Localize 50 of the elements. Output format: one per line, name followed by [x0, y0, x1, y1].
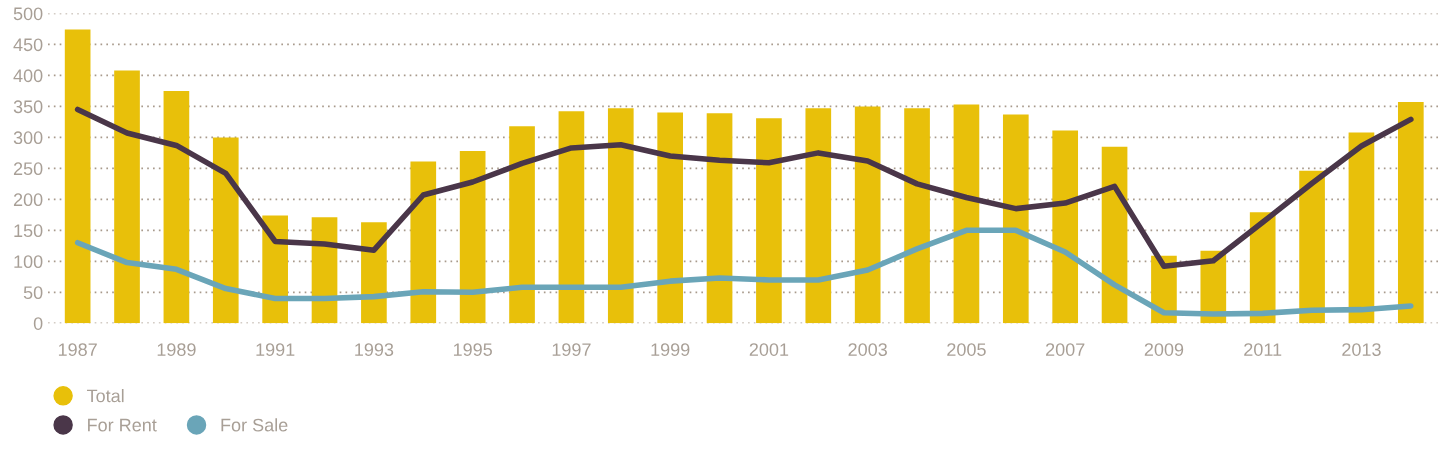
bar	[706, 113, 733, 324]
bar	[163, 90, 190, 324]
x-tick-label: 2009	[1144, 343, 1184, 356]
y-tick-label: 250	[13, 162, 43, 176]
bar	[64, 29, 91, 324]
bar	[854, 106, 881, 324]
bar	[114, 70, 140, 324]
bar	[1299, 170, 1325, 324]
legend-label: For Rent	[88, 418, 157, 432]
bar	[607, 108, 634, 324]
y-tick-label: 350	[13, 100, 43, 114]
bar	[1397, 102, 1424, 324]
x-tick-label: 1995	[453, 343, 492, 356]
x-tick-label: 1993	[355, 343, 394, 356]
x-tick-label: 2013	[1342, 343, 1381, 356]
bar	[459, 151, 486, 324]
legend-label: Total	[86, 389, 124, 403]
x-tick-label: 1999	[651, 343, 690, 356]
y-tick-label: 400	[13, 69, 43, 83]
bar	[1348, 132, 1375, 324]
bar	[657, 112, 683, 324]
x-tick-label: 1987	[58, 343, 97, 356]
x-tick-label: 1991	[256, 343, 295, 356]
x-tick-label: 1997	[552, 343, 591, 356]
y-tick-label: 200	[13, 193, 43, 207]
x-tick-label: 2007	[1046, 343, 1085, 356]
x-tick-label: 1989	[157, 343, 196, 356]
bar	[410, 161, 437, 324]
x-tick-label: 2003	[848, 343, 887, 356]
y-tick-label: 300	[13, 131, 43, 145]
y-tick-label: 500	[13, 7, 43, 21]
bar	[904, 108, 930, 324]
bar	[212, 137, 239, 324]
y-tick-label: 0	[33, 317, 43, 330]
bar	[1052, 130, 1079, 324]
x-tick-label: 2011	[1244, 343, 1282, 356]
bar	[953, 104, 980, 324]
y-tick-label: 150	[14, 224, 43, 238]
bar	[558, 111, 585, 324]
bar	[1002, 114, 1029, 324]
x-tick-label: 2005	[947, 343, 986, 356]
legend-label: For Sale	[221, 418, 288, 432]
bar	[1249, 212, 1276, 324]
y-tick-label: 100	[14, 255, 43, 269]
bar	[756, 118, 782, 324]
y-tick-label: 450	[13, 38, 43, 52]
bar	[805, 108, 832, 324]
y-tick-label: 50	[23, 286, 43, 300]
bar	[509, 126, 535, 324]
x-tick-label: 2001	[749, 343, 789, 356]
